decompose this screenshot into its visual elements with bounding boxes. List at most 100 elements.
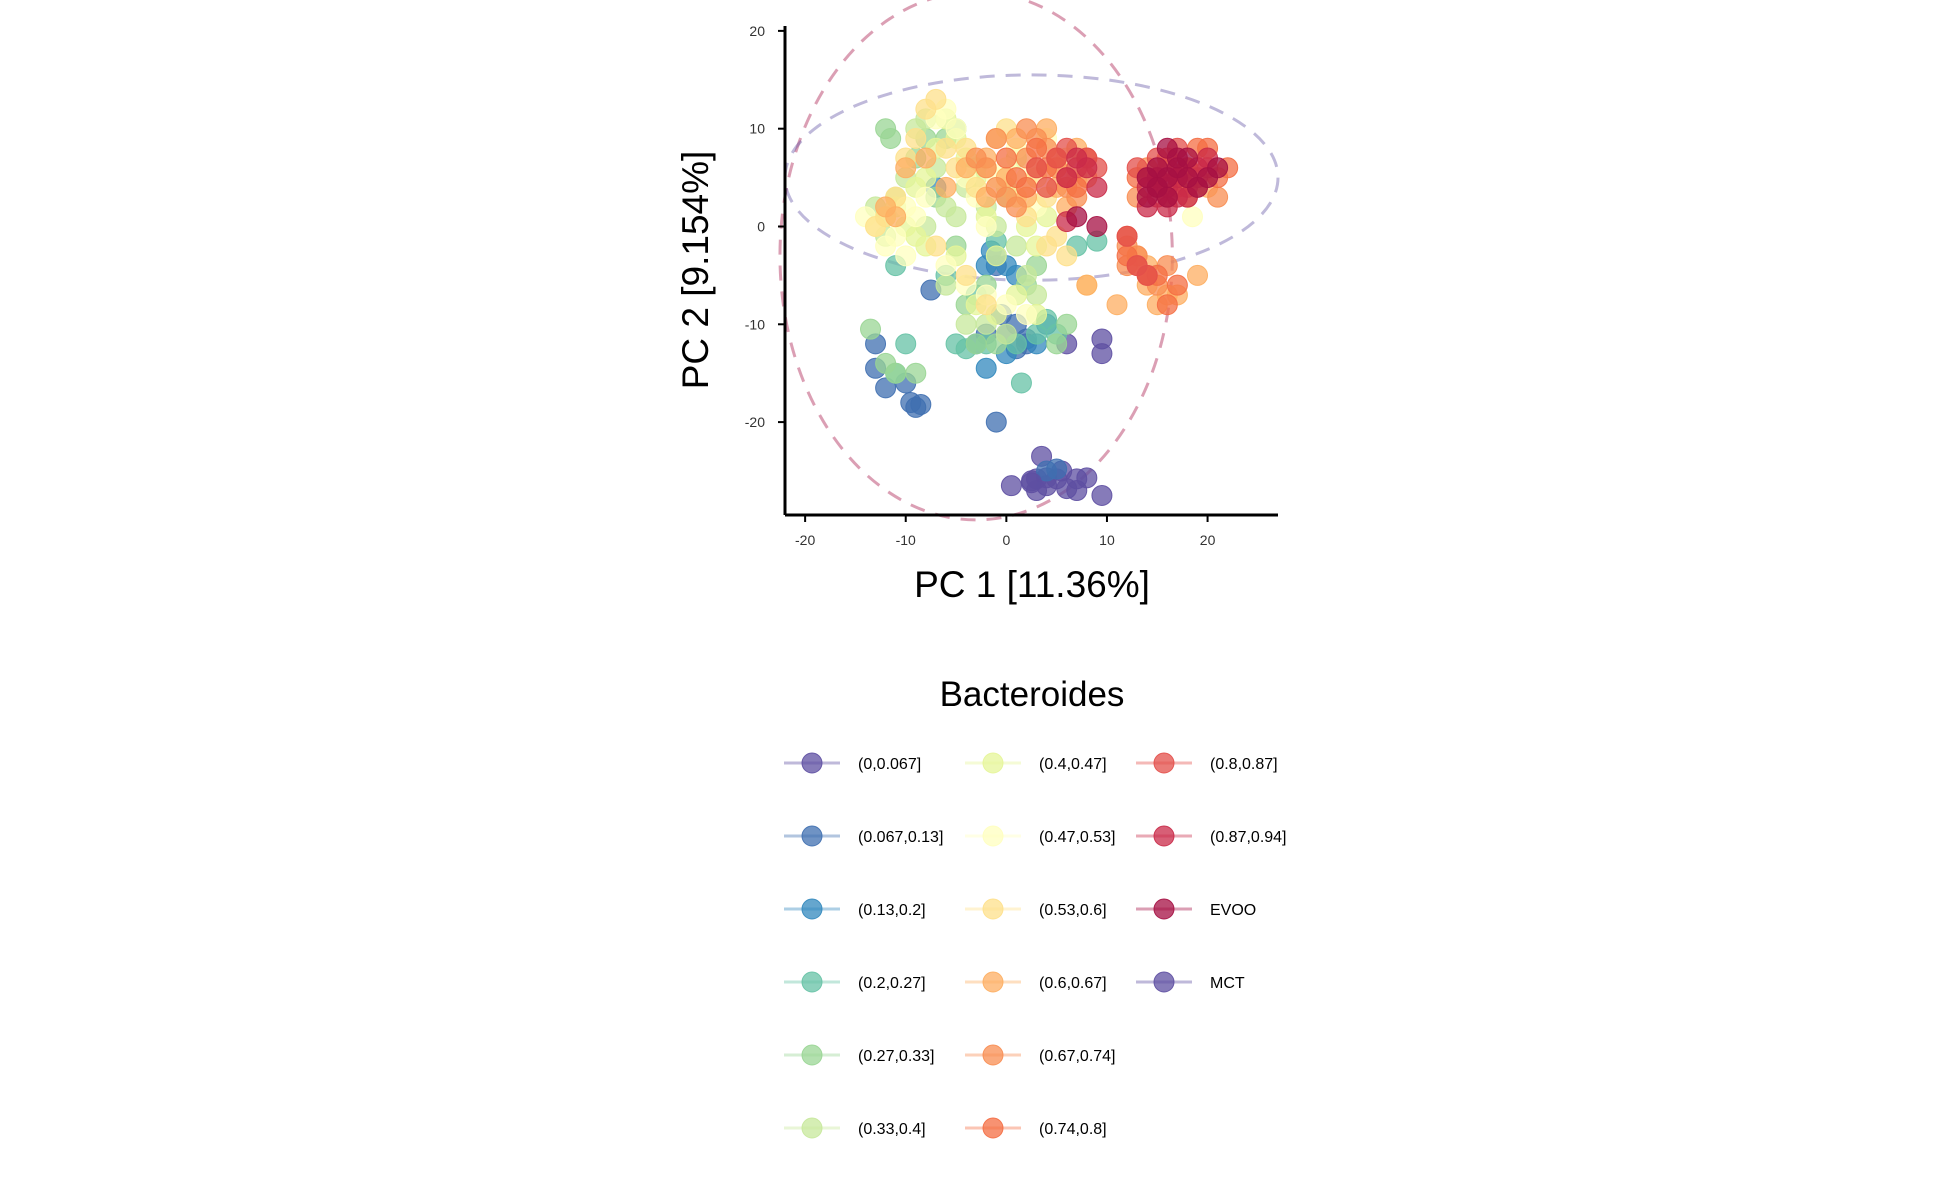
data-point (1021, 472, 1042, 494)
data-point (975, 215, 997, 237)
legend-key-point (982, 1044, 1004, 1066)
data-point (895, 157, 917, 179)
legend-label: (0.13,0.2] (858, 902, 926, 919)
data-point (985, 245, 1007, 267)
legend-key-point (1153, 752, 1175, 774)
data-point (1026, 157, 1048, 179)
data-point (905, 362, 927, 384)
data-point (935, 255, 957, 277)
data-point (1026, 284, 1048, 306)
data-point (985, 411, 1007, 433)
y-tick-label: -10 (745, 316, 765, 332)
axes (783, 26, 1278, 517)
legend-key-point (801, 898, 823, 920)
legend-key-point (1153, 825, 1175, 847)
legend-key-point (801, 971, 823, 993)
legend-label: (0,0.067] (858, 756, 921, 773)
data-point (875, 118, 897, 140)
legend-label: (0.2,0.27] (858, 975, 926, 992)
data-point (1156, 186, 1178, 208)
legend-item: (0.27,0.33] (784, 1044, 935, 1066)
data-point (1166, 274, 1188, 296)
series-14 (1066, 137, 1229, 237)
legend-item: EVOO (1136, 898, 1256, 920)
data-point (995, 294, 1017, 316)
legend-key-point (1153, 971, 1175, 993)
data-point (1076, 274, 1098, 296)
legend-title: Bacteroides (940, 675, 1125, 714)
data-point (925, 235, 947, 257)
series-15 (1021, 467, 1098, 502)
data-point (895, 245, 917, 267)
legend-key-point (982, 1117, 1004, 1139)
data-point (995, 147, 1017, 169)
data-point (915, 167, 937, 189)
x-tick-label: 10 (1099, 532, 1115, 548)
legend-item: (0.4,0.47] (965, 752, 1107, 774)
legend-label: (0.6,0.67] (1039, 975, 1107, 992)
data-point (965, 333, 987, 355)
data-point (935, 137, 957, 159)
data-point (1015, 264, 1037, 286)
data-point (935, 274, 957, 296)
y-tick-label: 10 (749, 121, 765, 137)
data-point (1005, 196, 1027, 218)
legend-label: (0.27,0.33] (858, 1048, 935, 1065)
legend-item: (0,0.067] (784, 752, 921, 774)
data-point (1187, 264, 1209, 286)
data-point (945, 206, 967, 228)
data-point (1181, 206, 1203, 228)
y-tick-label: 20 (749, 23, 765, 39)
data-point (1076, 157, 1098, 179)
data-point (955, 313, 977, 335)
data-point (885, 362, 907, 384)
data-point (895, 333, 917, 355)
data-point (1116, 225, 1138, 247)
legend-key-point (801, 752, 823, 774)
data-point (1056, 245, 1078, 267)
legend-key-point (982, 825, 1004, 847)
data-point (915, 186, 937, 208)
data-point (905, 127, 927, 149)
data-point (1086, 176, 1108, 198)
data-point (1136, 167, 1158, 189)
data-point (1000, 475, 1022, 497)
legend-label: (0.33,0.4] (858, 1121, 926, 1138)
ellipse-mct (783, 73, 1280, 282)
data-point (975, 157, 997, 179)
data-point (1091, 484, 1113, 506)
legend-key-point (982, 971, 1004, 993)
y-tick-label: 0 (757, 218, 765, 234)
legend-item: (0.6,0.67] (965, 971, 1107, 993)
legend-item: (0.67,0.74] (965, 1044, 1116, 1066)
x-tick-label: -20 (795, 532, 815, 548)
legend-key-point (801, 1117, 823, 1139)
legend-item: (0.13,0.2] (784, 898, 926, 920)
data-point (945, 118, 967, 140)
legend-label: (0.87,0.94] (1210, 829, 1287, 846)
data-point (1086, 215, 1108, 237)
data-point (1066, 206, 1088, 228)
legend-item: (0.8,0.87] (1136, 752, 1278, 774)
data-point (935, 176, 957, 198)
data-point (910, 393, 932, 415)
legend-label: EVOO (1210, 902, 1256, 919)
data-point (1076, 467, 1098, 489)
data-point (1056, 167, 1078, 189)
data-point (995, 323, 1017, 345)
data-point (1046, 333, 1068, 355)
data-point (860, 318, 882, 340)
legend-key-point (1153, 898, 1175, 920)
x-tick-label: 0 (1002, 532, 1010, 548)
data-point (1056, 313, 1078, 335)
data-point (1026, 323, 1048, 345)
data-point (905, 206, 927, 228)
y-axis-title: PC 2 [9.154%] (675, 151, 716, 390)
legend-item: (0.74,0.8] (965, 1117, 1107, 1139)
data-point (1136, 264, 1158, 286)
data-point (1046, 458, 1068, 480)
data-point (1176, 147, 1198, 169)
data-point (955, 264, 977, 286)
legend-label: (0.74,0.8] (1039, 1121, 1107, 1138)
ellipse-evoo (778, 0, 1174, 522)
